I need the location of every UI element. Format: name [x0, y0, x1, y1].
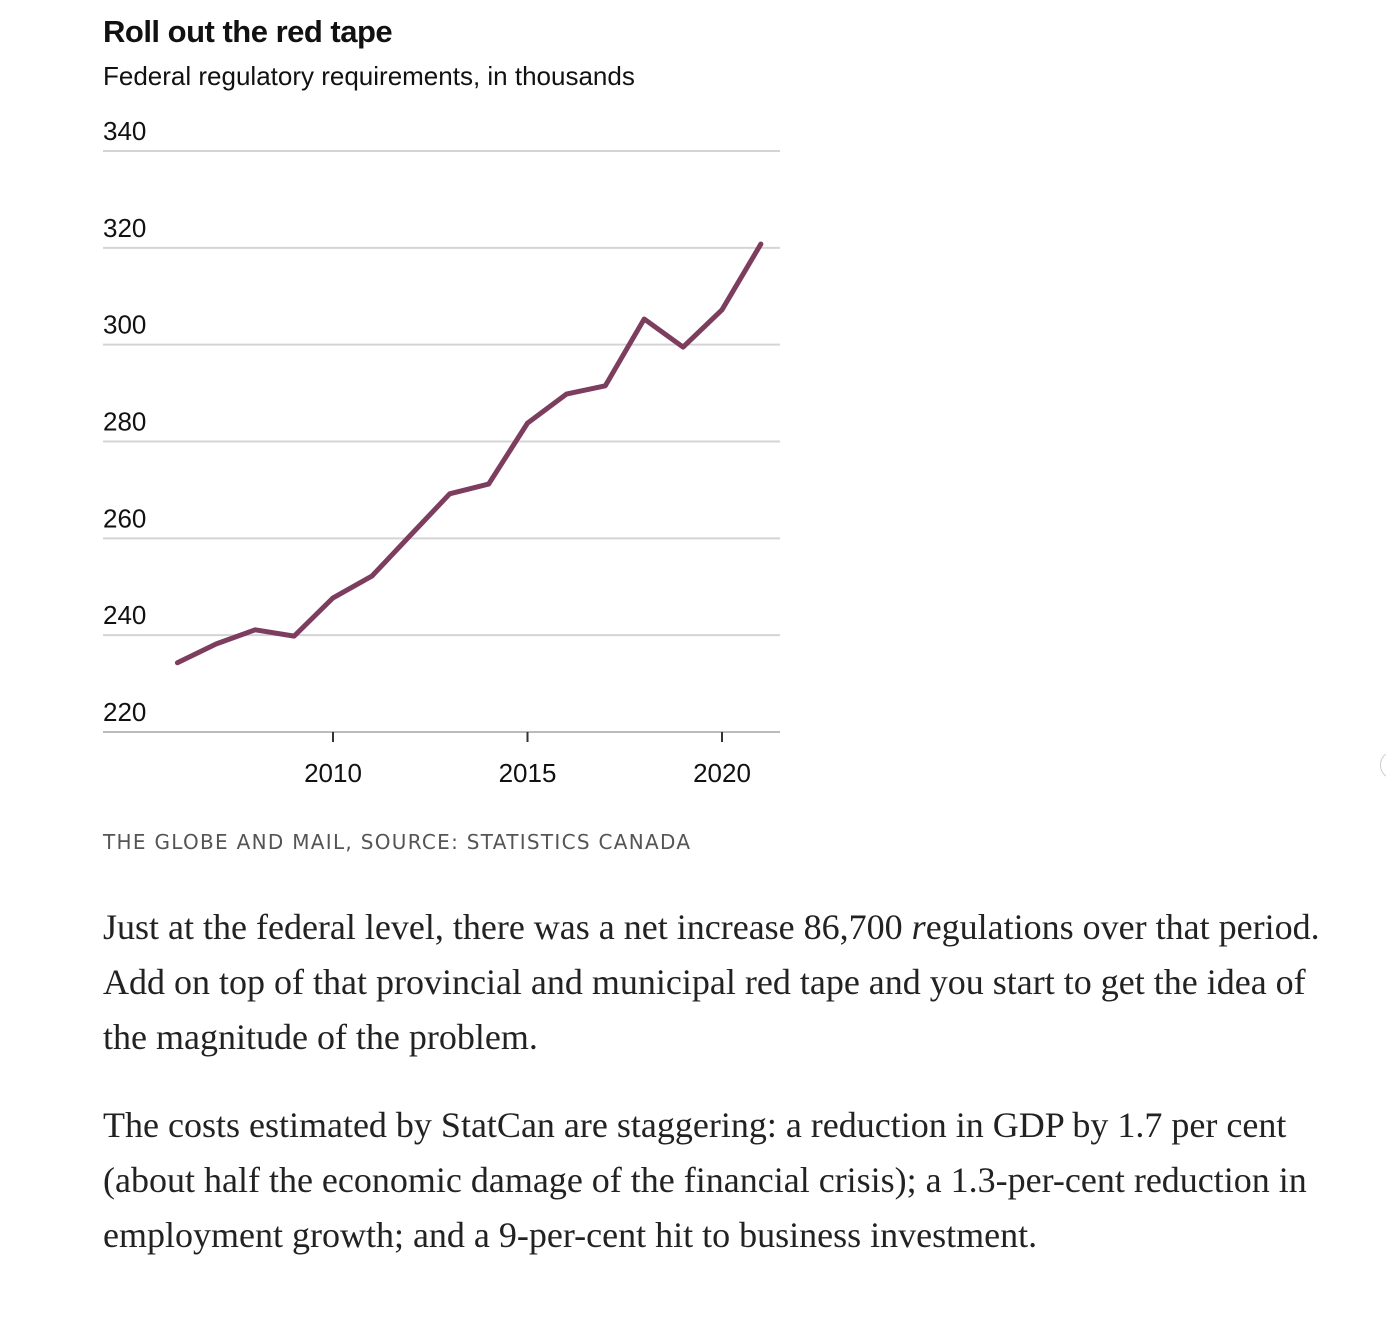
y-tick-label: 260: [103, 503, 146, 533]
paragraph-text: Just at the federal level, there was a n…: [103, 907, 912, 947]
y-tick-label: 240: [103, 600, 146, 630]
chart-subtitle: Federal regulatory requirements, in thou…: [103, 61, 635, 91]
x-tick-label: 2010: [304, 758, 362, 788]
y-tick-label: 220: [103, 697, 146, 727]
chart-title: Roll out the red tape: [103, 14, 393, 49]
article-paragraph-2: The costs estimated by StatCan are stagg…: [103, 1105, 1307, 1255]
series-line: [174, 241, 764, 666]
x-tick-label: 2020: [693, 758, 751, 788]
y-tick-label: 340: [103, 116, 146, 146]
y-tick-label: 280: [103, 407, 146, 437]
scroll-edge-indicator: [1380, 752, 1386, 778]
paragraph-text: egulations over that period. Add on top …: [103, 907, 1320, 1057]
line-chart: 220 240 260 280 300 320 340 2010 2015 2020: [103, 116, 780, 788]
paragraph-italic-text: r: [911, 907, 926, 947]
chart-source: THE GLOBE AND MAIL, SOURCE: STATISTICS C…: [103, 830, 692, 854]
y-tick-label: 320: [103, 213, 146, 243]
x-tick-label: 2015: [499, 758, 557, 788]
article-paragraph-1: Just at the federal level, there was a n…: [103, 900, 1353, 1065]
y-tick-label: 300: [103, 310, 146, 340]
